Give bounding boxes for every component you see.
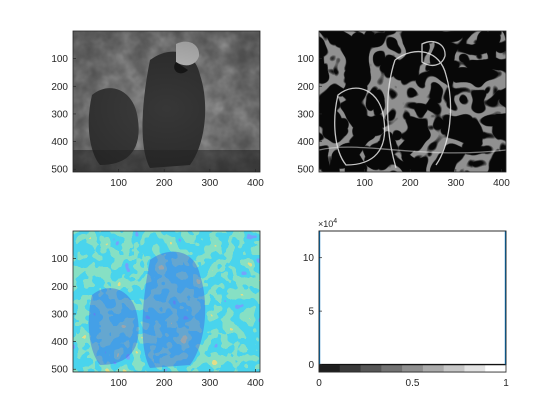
y-tick-label: 300 [51, 109, 68, 120]
x-tick-label: 200 [156, 178, 173, 189]
grayscale-image [73, 31, 260, 172]
x-tick-label: 400 [493, 178, 510, 189]
panel-histogram [318, 230, 507, 373]
x-tick-label: 200 [402, 178, 419, 189]
colorbar-step [402, 365, 424, 372]
x-tick-label: 300 [201, 378, 218, 389]
x-tick-label: 400 [247, 378, 264, 389]
x-tick-label: 400 [247, 178, 264, 189]
y-tick-label: 100 [51, 254, 68, 265]
colorbar-step [319, 365, 341, 372]
y-tick-label: 0 [308, 360, 314, 371]
y-tick-label: 500 [51, 165, 68, 176]
y-tick-label: 400 [297, 137, 314, 148]
colorbar-step [422, 365, 445, 372]
y-tick-label: 5 [308, 307, 314, 318]
y-tick-label: 300 [51, 309, 68, 320]
y-tick-label: 100 [51, 54, 68, 65]
panel-grayscale-image [72, 30, 261, 173]
colorbar-step [485, 365, 507, 372]
y-tick-label: 200 [51, 82, 68, 93]
y-tick-label: 200 [297, 82, 314, 93]
colorbar-step [443, 365, 465, 372]
y-tick-label: 200 [51, 282, 68, 293]
histogram-frame [318, 230, 507, 373]
x-tick-label: 200 [156, 378, 173, 389]
gradient-direction-image [73, 231, 260, 372]
y-tick-label: 300 [297, 109, 314, 120]
panel-gradient-magnitude [318, 30, 507, 173]
colorbar-step [464, 365, 486, 372]
y-tick-label: 10 [303, 253, 315, 264]
colorbar-step [381, 365, 403, 372]
x-tick-label: 1 [503, 378, 509, 389]
x-tick-label: 300 [447, 178, 464, 189]
x-tick-label: 0 [316, 378, 322, 389]
x-tick-label: 300 [201, 178, 218, 189]
gradient-magnitude-image [319, 31, 506, 172]
x-tick-label: 100 [110, 378, 127, 389]
histogram-exponent-label: ×104 [318, 218, 337, 229]
x-tick-label: 100 [110, 178, 127, 189]
colorbar-step [339, 365, 362, 372]
y-tick-label: 400 [51, 137, 68, 148]
y-tick-label: 400 [51, 337, 68, 348]
x-tick-label: 0.5 [406, 378, 420, 389]
panel-gradient-direction [72, 230, 261, 373]
x-tick-label: 100 [356, 178, 373, 189]
y-tick-label: 100 [297, 54, 314, 65]
colorbar-step [360, 365, 382, 372]
y-tick-label: 500 [51, 365, 68, 376]
y-tick-label: 500 [297, 165, 314, 176]
